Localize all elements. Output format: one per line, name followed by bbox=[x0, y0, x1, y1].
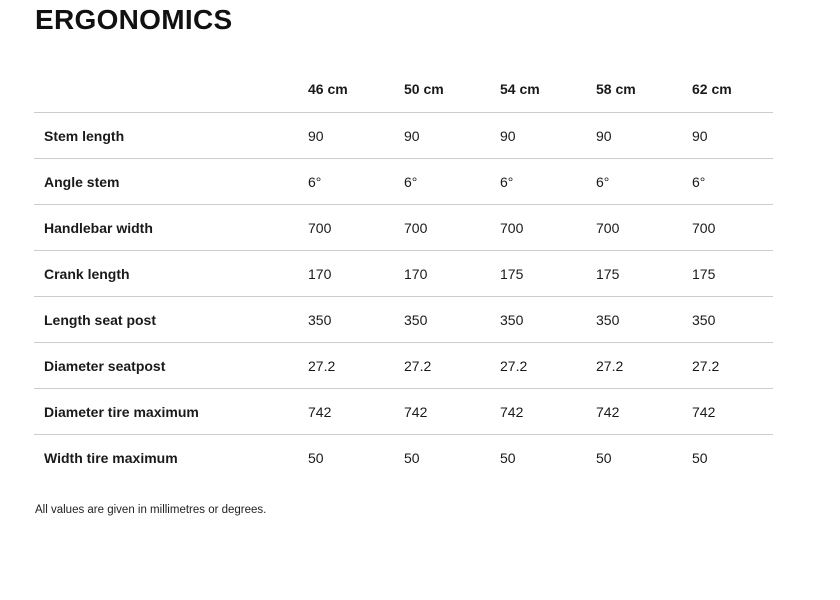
table-row: Diameter tire maximum 742 742 742 742 742 bbox=[34, 389, 773, 435]
spec-table-header: 46 cm 50 cm 54 cm 58 cm 62 cm bbox=[34, 66, 773, 113]
cell-value: 50 bbox=[596, 449, 612, 466]
page-title: ERGONOMICS bbox=[35, 4, 233, 35]
row-label: Stem length bbox=[44, 127, 125, 144]
column-header-50cm: 50 cm bbox=[404, 66, 500, 113]
cell-value: 90 bbox=[500, 127, 516, 144]
cell-value: 27.2 bbox=[500, 357, 528, 374]
cell-value: 700 bbox=[692, 219, 716, 236]
cell-value: 175 bbox=[500, 265, 524, 282]
spec-table-body: Stem length 90 90 90 90 90 Angle stem 6° 6° 6° 6° 6… bbox=[34, 113, 773, 481]
cell-value: 742 bbox=[692, 403, 716, 420]
cell-value: 700 bbox=[500, 219, 524, 236]
column-header-62cm: 62 cm bbox=[692, 66, 773, 113]
cell-value: 6° bbox=[404, 173, 418, 190]
row-label: Diameter tire maximum bbox=[44, 403, 199, 420]
row-label: Length seat post bbox=[44, 311, 157, 328]
cell-value: 742 bbox=[500, 403, 524, 420]
cell-value: 175 bbox=[692, 265, 716, 282]
cell-value: 350 bbox=[692, 311, 716, 328]
cell-value: 350 bbox=[404, 311, 428, 328]
header-row: 46 cm 50 cm 54 cm 58 cm 62 cm bbox=[34, 66, 773, 113]
header-spacer bbox=[34, 66, 308, 113]
cell-value: 6° bbox=[596, 173, 610, 190]
cell-value: 27.2 bbox=[596, 357, 624, 374]
cell-value: 170 bbox=[404, 265, 428, 282]
cell-value: 742 bbox=[404, 403, 428, 420]
cell-value: 6° bbox=[692, 173, 706, 190]
cell-value: 350 bbox=[596, 311, 620, 328]
ergonomics-spec-table: 46 cm 50 cm 54 cm 58 cm 62 cm Stem lengt… bbox=[34, 66, 773, 481]
cell-value: 90 bbox=[308, 127, 324, 144]
cell-value: 90 bbox=[692, 127, 708, 144]
cell-value: 170 bbox=[308, 265, 332, 282]
table-row: Length seat post 350 350 350 350 350 bbox=[34, 297, 773, 343]
cell-value: 700 bbox=[596, 219, 620, 236]
cell-value: 27.2 bbox=[404, 357, 432, 374]
table-row: Crank length 170 170 175 175 175 bbox=[34, 251, 773, 297]
cell-value: 27.2 bbox=[308, 357, 336, 374]
row-label: Diameter seatpost bbox=[44, 357, 166, 374]
cell-value: 90 bbox=[404, 127, 420, 144]
cell-value: 175 bbox=[596, 265, 620, 282]
row-label: Crank length bbox=[44, 265, 130, 282]
cell-value: 700 bbox=[308, 219, 332, 236]
cell-value: 27.2 bbox=[692, 357, 720, 374]
cell-value: 50 bbox=[500, 449, 516, 466]
row-label: Handlebar width bbox=[44, 219, 153, 236]
column-header-58cm: 58 cm bbox=[596, 66, 692, 113]
table-row: Stem length 90 90 90 90 90 bbox=[34, 113, 773, 159]
row-label: Width tire maximum bbox=[44, 449, 178, 466]
cell-value: 50 bbox=[692, 449, 708, 466]
row-label: Angle stem bbox=[44, 173, 120, 190]
table-row: Diameter seatpost 27.2 27.2 27.2 27.2 27.2 bbox=[34, 343, 773, 389]
cell-value: 6° bbox=[500, 173, 514, 190]
cell-value: 50 bbox=[308, 449, 324, 466]
cell-value: 50 bbox=[404, 449, 420, 466]
units-footnote: All values are given in millimetres or d… bbox=[35, 504, 267, 516]
column-header-46cm: 46 cm bbox=[308, 66, 404, 113]
cell-value: 742 bbox=[596, 403, 620, 420]
table-row: Angle stem 6° 6° 6° 6° 6° bbox=[34, 159, 773, 205]
cell-value: 700 bbox=[404, 219, 428, 236]
table-row: Handlebar width 700 700 700 700 700 bbox=[34, 205, 773, 251]
cell-value: 742 bbox=[308, 403, 332, 420]
cell-value: 90 bbox=[596, 127, 612, 144]
cell-value: 350 bbox=[500, 311, 524, 328]
table-row: Width tire maximum 50 50 50 50 50 bbox=[34, 435, 773, 481]
cell-value: 350 bbox=[308, 311, 332, 328]
column-header-54cm: 54 cm bbox=[500, 66, 596, 113]
cell-value: 6° bbox=[308, 173, 322, 190]
